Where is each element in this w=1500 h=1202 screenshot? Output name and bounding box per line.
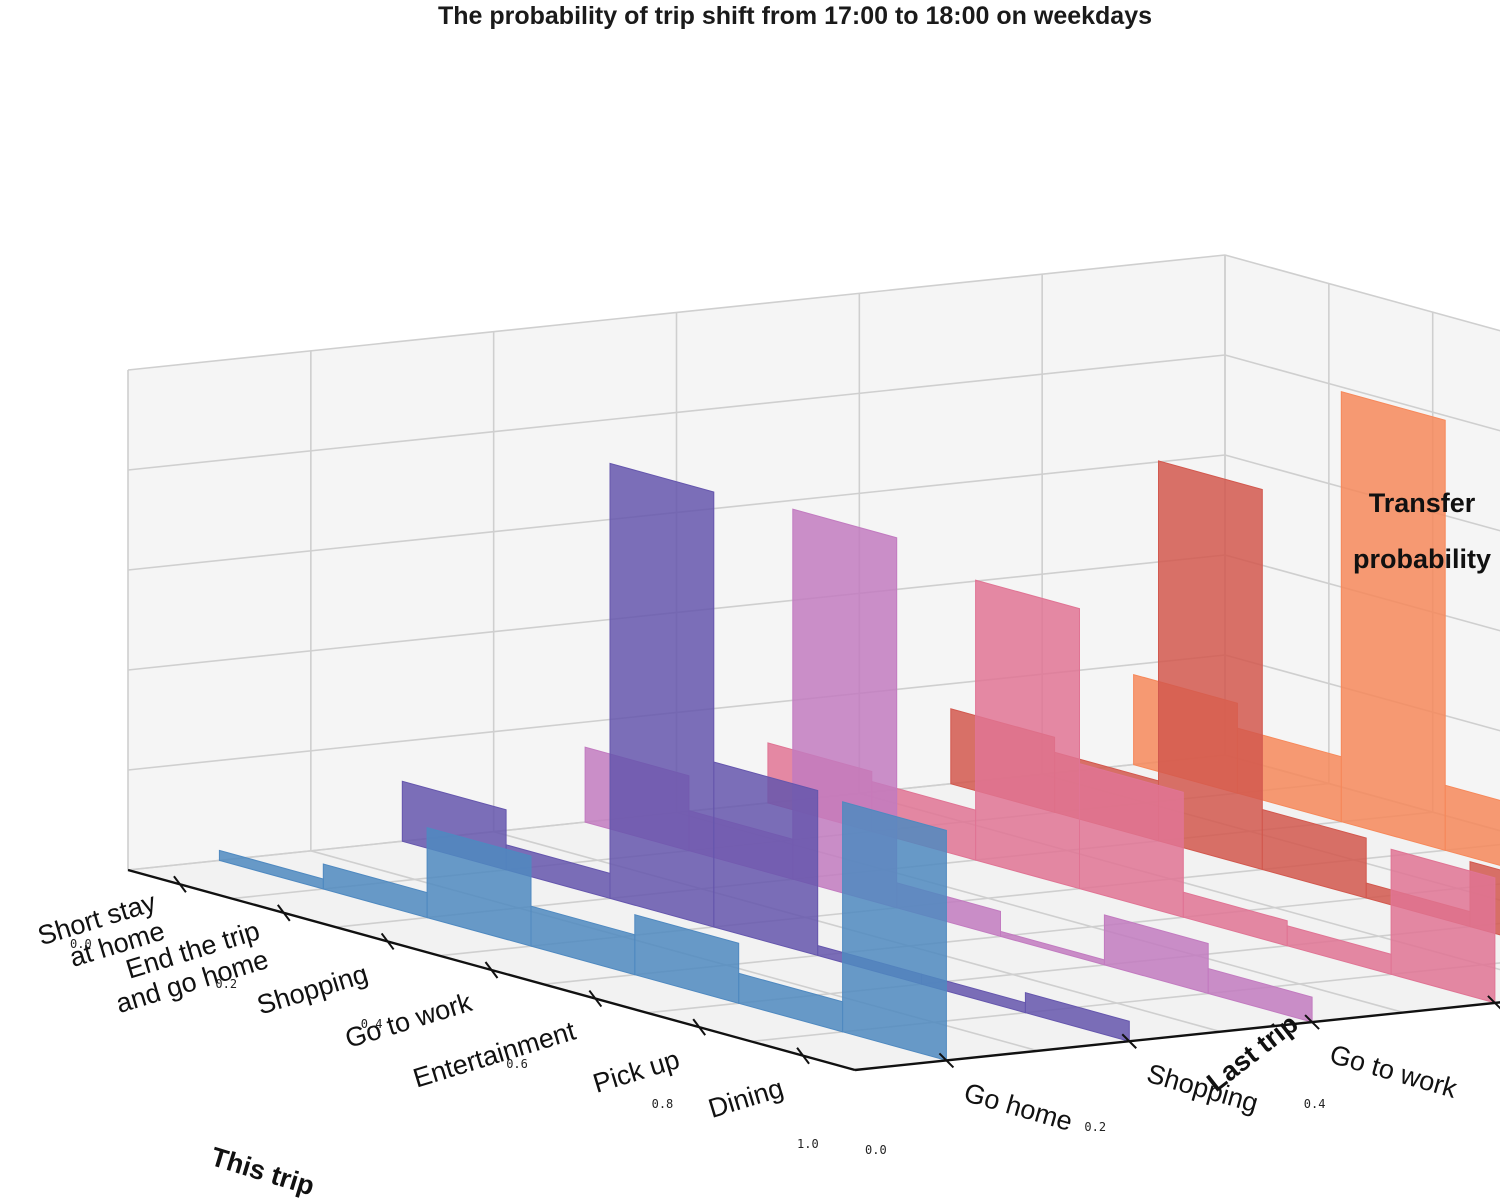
x-minor-tick-label: 0.4 [361,1017,383,1031]
z-axis-title-line: Transfer [1369,488,1476,518]
back-wall-grid-line [1224,354,1500,432]
step-bar [1390,848,1496,1004]
back-wall-grid-line [1224,254,1500,332]
step-bar [1182,891,1288,947]
z-axis-title-line: probability [1353,544,1491,574]
x-tick-label: Dining [705,1073,787,1124]
y-tick [938,1052,955,1069]
x-tick [173,875,187,893]
y-tick [1121,1033,1137,1049]
x-minor-tick-label: 0.2 [215,977,237,991]
x-axis-title: This trip [207,1141,318,1201]
series-go-home [218,801,947,1062]
x-tick-label-line: Pick up [590,1044,683,1099]
x-tick-label-line: Dining [705,1073,787,1124]
x-tick [276,904,291,922]
data-series [218,391,1500,1062]
step-bar [1444,784,1500,866]
step-bar [1158,460,1263,871]
step-bar [1024,992,1130,1042]
x-tick [692,1018,707,1036]
left-wall-grid-line [127,254,1226,371]
x-minor-tick-label: 1.0 [797,1137,819,1151]
step-bar [842,801,947,1062]
step-bar [634,914,740,1004]
step-bar [609,462,715,928]
y-axis-line [854,1001,1500,1072]
x-tick-label: Shopping [254,958,372,1020]
step-bar [1261,808,1367,899]
x-minor-tick-label: 0.8 [652,1097,674,1111]
y-tick-label: Go to work [1326,1039,1460,1104]
step-bar [1340,391,1446,851]
x-tick [380,932,395,951]
x-tick [588,989,603,1008]
left-wall-grid-line [127,354,1226,471]
chart-title: The probability of trip shift from 17:00… [437,2,1153,30]
y-minor-tick-label: 0.0 [865,1143,887,1157]
y-minor-tick-label: 0.4 [1304,1097,1326,1111]
x-tick [484,961,499,979]
step-bar [426,826,532,947]
y-tick-label: Go home [961,1077,1076,1136]
x-tick-label: Pick up [590,1044,683,1099]
step-bar [1079,762,1184,918]
step-bar [1103,914,1209,995]
x-tick [796,1047,810,1065]
step-bar [1207,967,1313,1023]
x-minor-tick-label: 0.0 [70,937,92,951]
y-minor-tick-label: 0.2 [1084,1120,1106,1134]
z-axis-title: Transfer probability [1353,488,1491,574]
x-minor-tick-label: 0.6 [506,1057,528,1071]
step-bar [975,579,1080,890]
y-tick [1304,1014,1320,1030]
x-tick-label-line: Shopping [254,958,372,1020]
step-bar [713,761,819,957]
axis-lines [127,868,1500,1072]
